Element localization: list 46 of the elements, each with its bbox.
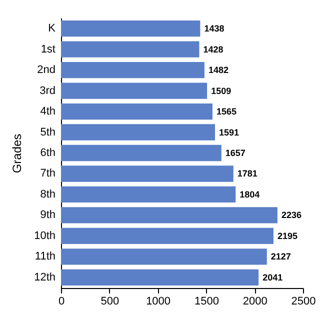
data-label: 2041 (262, 272, 283, 282)
data-label: 2127 (270, 252, 291, 262)
y-axis-title: Grades (10, 134, 24, 174)
bar (61, 186, 236, 203)
y-tick-label: 5th (40, 126, 56, 138)
y-tick-label: 4th (40, 106, 56, 118)
y-tick-label: K (48, 22, 56, 35)
x-tick-label: 2500 (291, 296, 316, 308)
data-label: 1438 (204, 24, 224, 34)
bar (61, 228, 274, 244)
data-label: 1565 (216, 106, 237, 117)
x-tick-label: 0 (58, 296, 65, 308)
x-tick-label: 1000 (146, 296, 171, 308)
bar (61, 269, 259, 286)
bar (61, 20, 200, 37)
y-tick-label: 2nd (37, 64, 56, 76)
bar (61, 248, 267, 265)
bar (61, 41, 200, 58)
data-label: 1428 (203, 44, 224, 54)
x-tick-label: 2000 (242, 296, 268, 308)
y-tick-label: 3rd (40, 84, 56, 97)
data-label: 1591 (219, 127, 240, 138)
y-tick-label: 8th (40, 188, 56, 200)
bar (61, 124, 216, 140)
data-label: 1482 (208, 65, 228, 76)
bar (61, 207, 278, 224)
data-label: 1804 (240, 189, 260, 200)
y-tick-label: 11th (34, 250, 56, 263)
y-tick-label: 12th (34, 271, 56, 284)
y-tick-label: 10th (34, 230, 56, 242)
y-tick-label: 1st (40, 43, 56, 56)
bar (61, 62, 204, 78)
data-label: 1781 (237, 168, 258, 179)
y-tick-label: 9th (40, 209, 56, 222)
bar (61, 82, 208, 99)
x-tick-label: 500 (100, 296, 120, 308)
bar (61, 166, 234, 182)
data-label: 1509 (211, 86, 232, 96)
bar (61, 103, 212, 120)
y-tick-label: 6th (40, 147, 56, 159)
y-tick-label: 7th (40, 168, 56, 180)
data-label: 2195 (277, 230, 298, 241)
x-tick-label: 1500 (194, 296, 219, 308)
data-label: 1657 (225, 148, 246, 158)
bar (61, 144, 222, 162)
data-label: 2236 (281, 210, 302, 220)
